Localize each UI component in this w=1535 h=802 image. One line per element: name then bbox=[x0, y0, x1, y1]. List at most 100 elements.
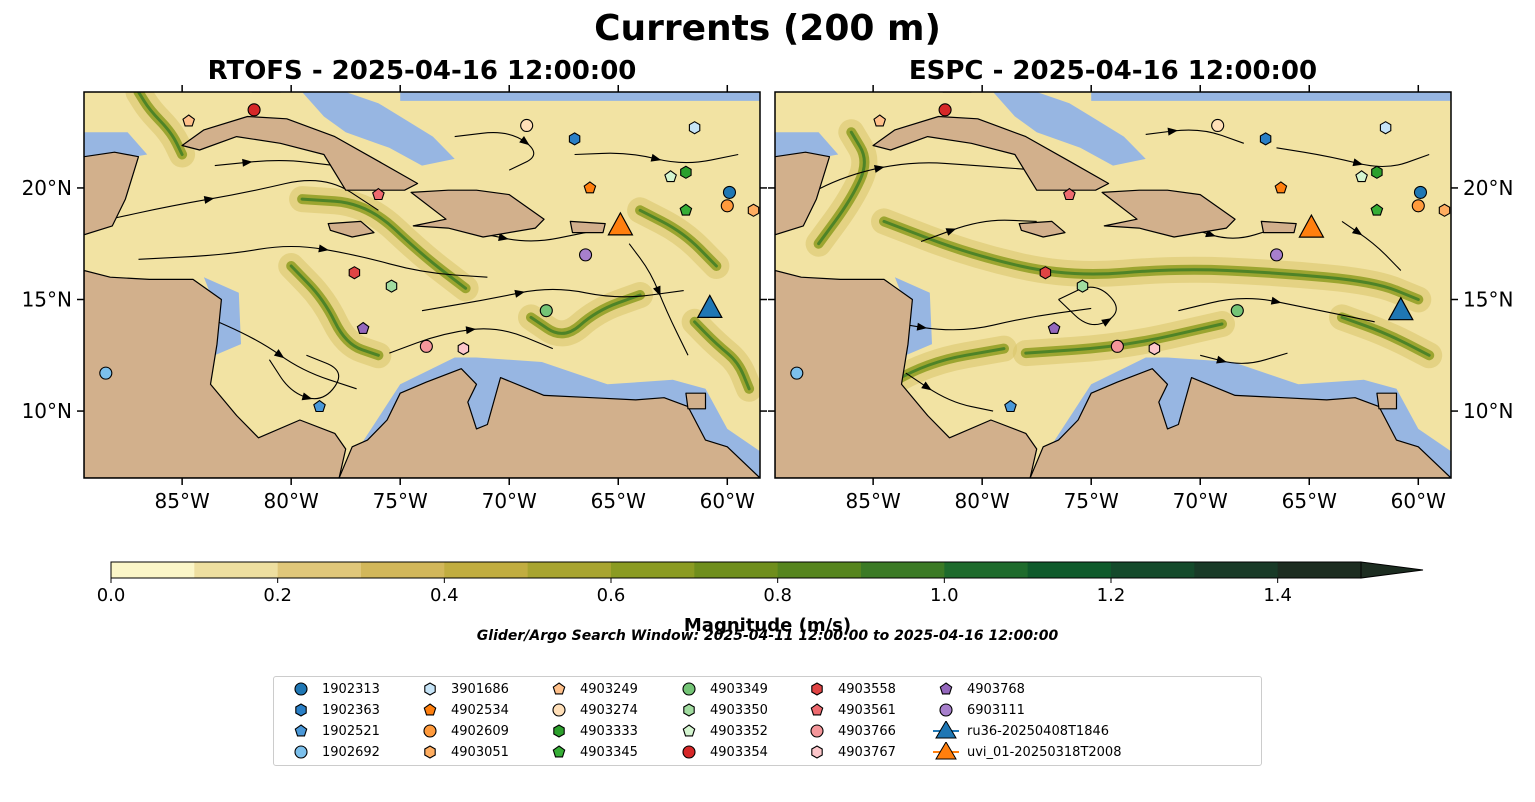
legend-marker-shape[interactable] bbox=[294, 682, 308, 696]
legend-marker-shape[interactable] bbox=[683, 703, 695, 717]
colorbar-tick-label: 0.0 bbox=[97, 585, 126, 606]
legend-marker-shape[interactable] bbox=[424, 745, 436, 759]
float-4903349[interactable] bbox=[1230, 304, 1244, 318]
legend-marker-shape[interactable] bbox=[424, 682, 436, 696]
uvi-glider-marker[interactable] bbox=[607, 211, 634, 236]
float-4903051[interactable] bbox=[747, 203, 760, 217]
float-4903354[interactable] bbox=[247, 103, 261, 117]
float-4903345[interactable] bbox=[1370, 203, 1384, 216]
legend-marker-shape[interactable] bbox=[553, 724, 565, 738]
legend-item: 4903768 bbox=[931, 679, 1025, 699]
legend-marker-shape[interactable] bbox=[295, 703, 307, 717]
float-4903274[interactable] bbox=[520, 118, 534, 133]
legend-item: 1902692 bbox=[286, 742, 380, 762]
rtofs-map[interactable]: 85°W 80°W 75°W 70°W 65°W 60°W 20°N 15°N 10°N bbox=[22, 85, 767, 513]
float-4903561[interactable] bbox=[1063, 187, 1076, 201]
float-1902521[interactable] bbox=[313, 399, 326, 413]
legend-marker-shape[interactable] bbox=[552, 682, 566, 695]
legend: 1902313 1902363 1902521 1902692 3901686 49025… bbox=[273, 676, 1262, 766]
float-4903349[interactable] bbox=[539, 304, 553, 318]
float-1902313[interactable] bbox=[722, 185, 737, 199]
float-4903274[interactable] bbox=[1211, 118, 1225, 133]
lon-tick-label: 85°W bbox=[846, 489, 901, 513]
float-4903767[interactable] bbox=[457, 341, 470, 356]
uvi-glider-marker[interactable] bbox=[1298, 213, 1325, 238]
float-4903561[interactable] bbox=[372, 187, 385, 201]
legend-marker bbox=[423, 724, 437, 738]
float-6903111[interactable] bbox=[578, 248, 593, 262]
legend-marker-shape[interactable] bbox=[552, 745, 566, 758]
float-6903111[interactable] bbox=[1269, 248, 1284, 262]
streamline-arrow bbox=[273, 349, 285, 359]
legend-marker-shape[interactable] bbox=[294, 724, 308, 737]
legend-item: uvi_01-20250318T2008 bbox=[931, 742, 1121, 762]
colorbar-segment bbox=[527, 562, 612, 578]
float-1902363[interactable] bbox=[1259, 132, 1272, 146]
float-4903350[interactable] bbox=[385, 279, 398, 293]
float-1902692[interactable] bbox=[99, 366, 113, 380]
streamline-arrow bbox=[916, 322, 928, 331]
colorbar-segment bbox=[444, 562, 529, 578]
legend-marker-shape[interactable] bbox=[682, 724, 696, 737]
streamline bbox=[790, 162, 1037, 205]
float-4903333[interactable] bbox=[680, 165, 692, 179]
float-1902313[interactable] bbox=[1413, 185, 1428, 199]
float-4903352[interactable] bbox=[664, 170, 677, 183]
legend-marker-shape[interactable] bbox=[682, 745, 696, 759]
legend-marker-shape[interactable] bbox=[939, 703, 953, 717]
legend-label: uvi_01-20250318T2008 bbox=[967, 744, 1122, 760]
float-1902363[interactable] bbox=[568, 132, 581, 146]
float-4903558[interactable] bbox=[348, 266, 361, 280]
streamline-arrow bbox=[945, 228, 957, 236]
speed-jet-core bbox=[638, 208, 718, 268]
legend-marker-shape[interactable] bbox=[423, 703, 437, 716]
lon-tick-label: 80°W bbox=[264, 489, 319, 513]
float-4902534[interactable] bbox=[583, 181, 597, 194]
legend-marker-shape[interactable] bbox=[552, 703, 566, 717]
float-4903354[interactable] bbox=[938, 103, 952, 117]
legend-marker-shape[interactable] bbox=[682, 682, 696, 696]
legend-marker-shape[interactable] bbox=[811, 682, 823, 696]
float-4903333[interactable] bbox=[1371, 165, 1383, 179]
lon-tick-label: 75°W bbox=[1064, 489, 1119, 513]
legend-marker-shape[interactable] bbox=[810, 724, 824, 738]
ru36-glider-marker[interactable] bbox=[696, 294, 723, 318]
legend-marker bbox=[682, 745, 696, 759]
legend-marker bbox=[294, 745, 308, 759]
float-1902692[interactable] bbox=[790, 366, 804, 380]
float-4903766[interactable] bbox=[419, 339, 433, 353]
float-4903350[interactable] bbox=[1076, 279, 1089, 293]
float-4902609[interactable] bbox=[1411, 199, 1425, 213]
legend-marker-shape[interactable] bbox=[811, 745, 823, 759]
legend-label: 4903354 bbox=[710, 744, 768, 760]
legend-marker-shape[interactable] bbox=[423, 724, 437, 738]
float-4903768[interactable] bbox=[1047, 321, 1061, 334]
float-4903345[interactable] bbox=[679, 203, 693, 216]
float-3901686[interactable] bbox=[688, 121, 701, 135]
map-frame bbox=[774, 91, 1452, 479]
lon-tick-label: 65°W bbox=[1282, 489, 1337, 513]
colorbar: 0.0 0.2 0.4 0.6 0.8 1.0 1.2 1.4 bbox=[97, 561, 1424, 606]
legend-item: 4903354 bbox=[674, 742, 768, 762]
float-4903249[interactable] bbox=[182, 114, 196, 127]
colorbar-tick-label: 1.0 bbox=[930, 585, 959, 606]
float-4903768[interactable] bbox=[356, 321, 370, 334]
float-4903352[interactable] bbox=[1355, 170, 1368, 183]
lat-tick-label: 10°N bbox=[1463, 399, 1513, 423]
legend-marker-shape[interactable] bbox=[294, 745, 308, 759]
legend-marker-shape[interactable] bbox=[939, 682, 953, 695]
float-3901686[interactable] bbox=[1379, 121, 1392, 135]
float-4903767[interactable] bbox=[1148, 341, 1161, 356]
espc-map[interactable]: 85°W 80°W 75°W 70°W 65°W 60°W 20°N 15°N 10°N bbox=[768, 85, 1513, 513]
ru36-glider-marker[interactable] bbox=[1387, 296, 1414, 321]
float-4903051[interactable] bbox=[1438, 203, 1451, 217]
float-4902534[interactable] bbox=[1274, 181, 1288, 194]
float-1902521[interactable] bbox=[1004, 399, 1017, 413]
legend-item: 4903561 bbox=[802, 700, 896, 720]
legend-marker-shape[interactable] bbox=[810, 703, 824, 716]
float-4903249[interactable] bbox=[873, 114, 887, 127]
float-4903558[interactable] bbox=[1039, 266, 1052, 280]
land-florida-tip bbox=[942, 92, 972, 93]
float-4903766[interactable] bbox=[1110, 339, 1124, 353]
float-4902609[interactable] bbox=[720, 199, 734, 213]
